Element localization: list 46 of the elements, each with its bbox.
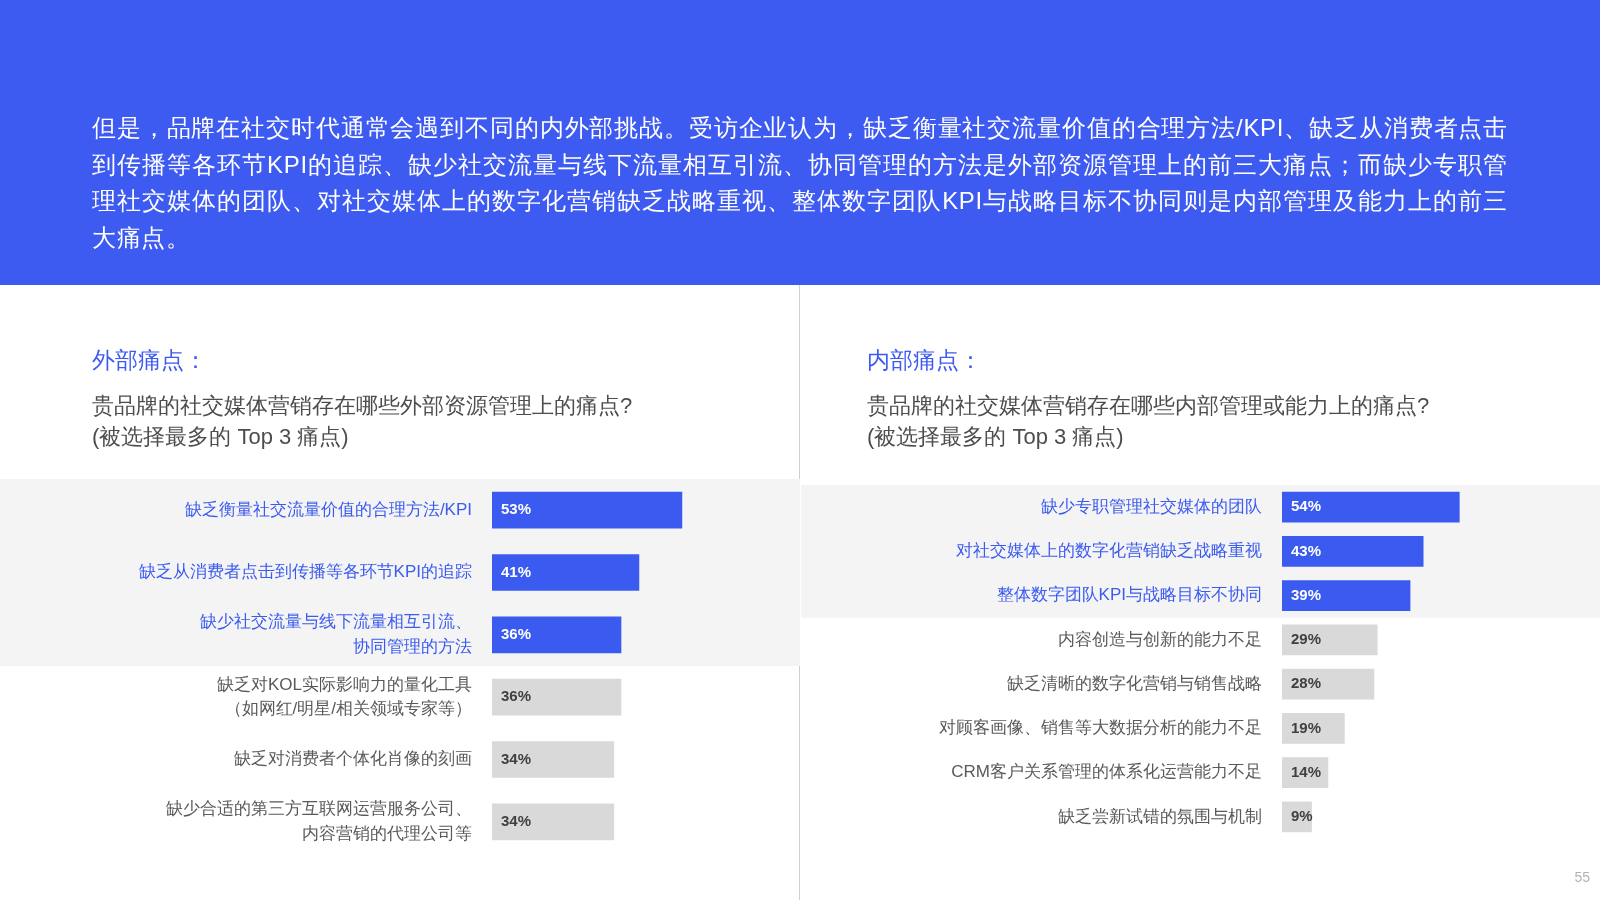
data-label: 39% — [1291, 585, 1322, 603]
data-label: 14% — [1291, 762, 1322, 780]
text: 但是，品牌在社交时代通常会遇到不同的内外部挑战。受访企业认为，缺乏衡量社交流量价值的合理方法/KPI、缺乏从消费者点击到传播等各环节KPI的追踪、缺少社交流量与线下流量相互引流、协同管理的方法是外部资源管理上的前三大痛点；而缺少专职管理社交媒体的团队、对社交媒体上的数字化营销缺乏战略重视、整体数字团队KPI与战略目标不协同则是内部管理及能力上的前三大痛点。 — [92, 113, 1508, 254]
y-tick-label: 缺乏清晰的数字化营销与销售战略 — [1007, 673, 1262, 693]
data-label: 54% — [1291, 497, 1322, 515]
bar — [1282, 713, 1345, 744]
y-tick-label: CRM客户关系管理的体系化运营能力不足 — [951, 762, 1262, 782]
bar — [1282, 536, 1424, 567]
bar — [492, 803, 615, 841]
y-tick-label: 整体数字团队KPI与战略目标不协同 — [996, 585, 1262, 605]
bar — [492, 491, 683, 529]
text: 内部痛点： — [867, 346, 982, 375]
data-label: 34% — [501, 811, 532, 829]
y-tick-label: 缺乏对KOL实际影响力的量化工具（如网红/明星/相关领域专家等） — [216, 674, 472, 719]
data-label: 28% — [1291, 674, 1322, 692]
data-label: 36% — [501, 687, 532, 705]
data-label: 36% — [501, 624, 532, 642]
data-label: 19% — [1291, 718, 1322, 736]
data-label: 9% — [1291, 807, 1313, 825]
y-tick-label: 缺乏从消费者点击到传播等各环节KPI的追踪 — [138, 562, 472, 582]
data-label: 43% — [1291, 541, 1322, 559]
bar — [492, 616, 622, 654]
y-tick-label: 缺少专职管理社交媒体的团队 — [1041, 496, 1262, 516]
y-tick-label: 对社交媒体上的数字化营销缺乏战略重视 — [956, 541, 1262, 561]
y-tick-label: 缺乏对消费者个体化肖像的刻画 — [234, 749, 472, 769]
bar — [492, 554, 640, 591]
bar — [1282, 668, 1375, 700]
data-label: 41% — [501, 562, 532, 580]
chart-subtitle: 贵品牌的社交媒体营销存在哪些外部资源管理上的痛点? (被选择最多的 Top 3 痛点) — [92, 392, 633, 451]
chart-subtitle: 贵品牌的社交媒体营销存在哪些内部管理或能力上的痛点? (被选择最多的 Top 3 痛点) — [867, 392, 1430, 451]
data-label: 29% — [1291, 630, 1322, 648]
y-tick-label: 缺少合适的第三方互联网运营服务公司、内容营销的代理公司等 — [166, 799, 472, 843]
text: 外部痛点： — [92, 346, 207, 375]
y-tick-label: 缺乏衡量社交流量价值的合理方法/KPI — [184, 499, 472, 519]
y-tick-label: 缺乏尝新试错的氛围与机制 — [1058, 806, 1262, 826]
data-label: 53% — [501, 500, 532, 518]
bar — [492, 741, 615, 778]
y-tick-label: 内容创造与创新的能力不足 — [1058, 629, 1262, 649]
y-tick-label: 缺少社交流量与线下流量相互引流、协同管理的方法 — [200, 612, 472, 656]
bar — [492, 678, 622, 716]
y-tick-label: 对顾客画像、销售等大数据分析的能力不足 — [939, 718, 1262, 738]
data-label: 34% — [501, 749, 532, 767]
bar — [1282, 580, 1411, 611]
bar — [1282, 624, 1378, 656]
text: 55 — [1574, 868, 1590, 886]
bar — [1282, 491, 1460, 523]
